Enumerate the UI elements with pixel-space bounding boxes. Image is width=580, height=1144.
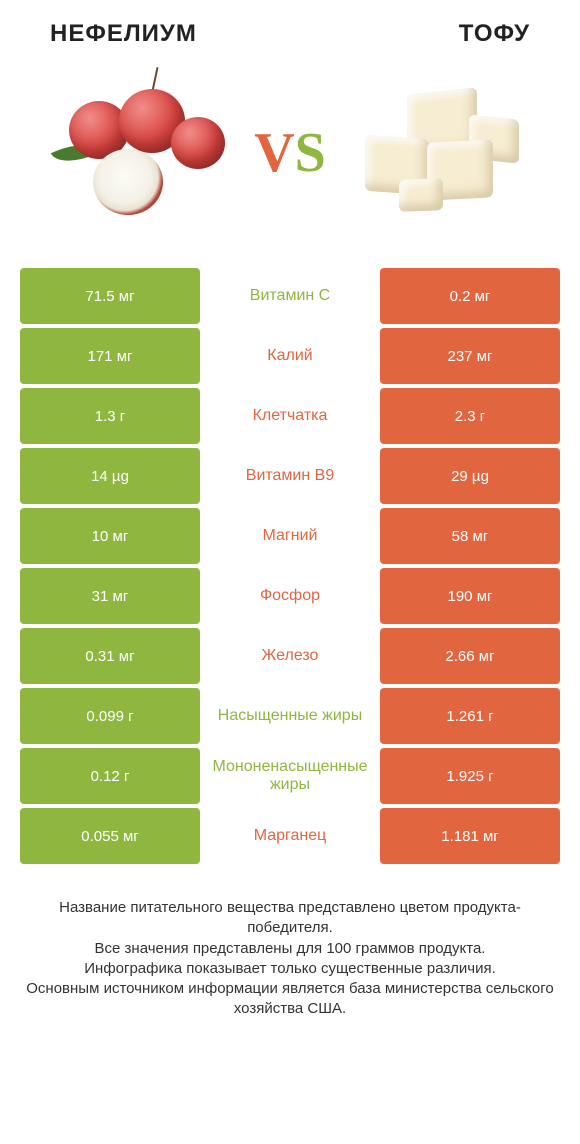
- nutrient-label: Витамин B9: [200, 448, 380, 504]
- table-row: 31 мгФосфор190 мг: [20, 568, 560, 624]
- right-value-cell: 1.261 г: [380, 688, 560, 744]
- footer-line: Основным источником информации является …: [24, 979, 556, 1020]
- nutrient-label: Калий: [200, 328, 380, 384]
- footer-line: Все значения представлены для 100 граммо…: [24, 939, 556, 959]
- nutrient-label: Марганец: [200, 808, 380, 864]
- vs-v-letter: V: [254, 122, 294, 184]
- nutrient-label: Витамин C: [200, 268, 380, 324]
- left-value-cell: 71.5 мг: [20, 268, 200, 324]
- table-row: 71.5 мгВитамин C0.2 мг: [20, 268, 560, 324]
- footer-line: Инфографика показывает только существенн…: [24, 959, 556, 979]
- left-value-cell: 0.31 мг: [20, 628, 200, 684]
- right-food-title: Тофу: [459, 20, 530, 48]
- footer-notes: Название питательного вещества представл…: [0, 868, 580, 1036]
- vs-label: VS: [254, 121, 326, 185]
- left-value-cell: 14 µg: [20, 448, 200, 504]
- left-value-cell: 171 мг: [20, 328, 200, 384]
- right-value-cell: 2.66 мг: [380, 628, 560, 684]
- left-value-cell: 10 мг: [20, 508, 200, 564]
- vs-s-letter: S: [295, 122, 326, 184]
- left-value-cell: 1.3 г: [20, 388, 200, 444]
- table-row: 0.055 мгМарганец1.181 мг: [20, 808, 560, 864]
- right-value-cell: 29 µg: [380, 448, 560, 504]
- right-food-image: [346, 78, 526, 228]
- left-value-cell: 0.055 мг: [20, 808, 200, 864]
- table-row: 0.12 гМононенасыщенные жиры1.925 г: [20, 748, 560, 804]
- table-row: 14 µgВитамин B929 µg: [20, 448, 560, 504]
- left-value-cell: 0.12 г: [20, 748, 200, 804]
- vs-row: VS: [0, 58, 580, 268]
- table-row: 1.3 гКлетчатка2.3 г: [20, 388, 560, 444]
- nutrient-label: Мононенасыщенные жиры: [200, 748, 380, 804]
- left-food-title: Нефелиум: [50, 20, 197, 48]
- right-value-cell: 2.3 г: [380, 388, 560, 444]
- footer-line: Название питательного вещества представл…: [24, 898, 556, 939]
- nutrient-label: Магний: [200, 508, 380, 564]
- right-value-cell: 58 мг: [380, 508, 560, 564]
- right-value-cell: 0.2 мг: [380, 268, 560, 324]
- left-value-cell: 31 мг: [20, 568, 200, 624]
- table-row: 10 мгМагний58 мг: [20, 508, 560, 564]
- table-row: 0.099 гНасыщенные жиры1.261 г: [20, 688, 560, 744]
- left-value-cell: 0.099 г: [20, 688, 200, 744]
- right-value-cell: 237 мг: [380, 328, 560, 384]
- nutrient-label: Фосфор: [200, 568, 380, 624]
- table-row: 0.31 мгЖелезо2.66 мг: [20, 628, 560, 684]
- header: Нефелиум Тофу: [0, 0, 580, 58]
- right-value-cell: 190 мг: [380, 568, 560, 624]
- nutrient-label: Железо: [200, 628, 380, 684]
- comparison-table: 71.5 мгВитамин C0.2 мг171 мгКалий237 мг1…: [0, 268, 580, 864]
- nutrient-label: Клетчатка: [200, 388, 380, 444]
- right-value-cell: 1.925 г: [380, 748, 560, 804]
- right-value-cell: 1.181 мг: [380, 808, 560, 864]
- table-row: 171 мгКалий237 мг: [20, 328, 560, 384]
- nutrient-label: Насыщенные жиры: [200, 688, 380, 744]
- left-food-image: [54, 78, 234, 228]
